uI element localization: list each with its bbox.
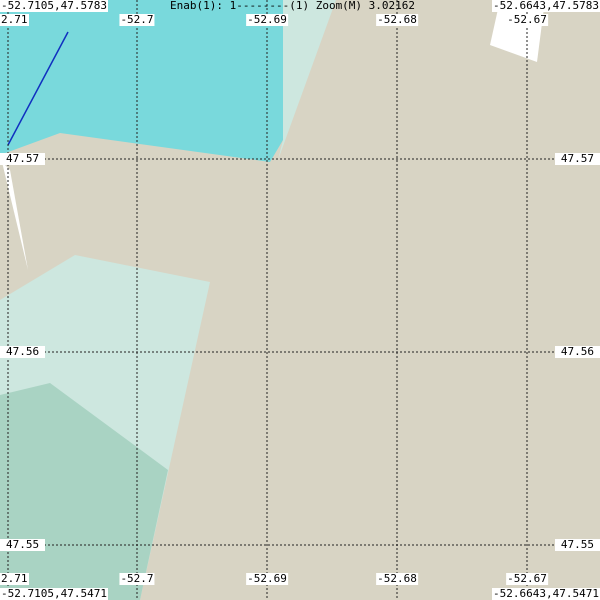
- grid-label: -52.67: [506, 13, 548, 26]
- grid-label: -52.69: [246, 13, 288, 26]
- grid-label: -52.68: [376, 572, 418, 585]
- corner-coord: -52.6643,47.5471: [492, 587, 600, 600]
- park-area: [278, 0, 336, 160]
- grid-label: 2.71: [0, 572, 29, 585]
- grid-label: 2.71: [0, 13, 29, 26]
- empty-area: [2, 162, 28, 270]
- grid-label: 47.57: [0, 153, 46, 165]
- grid-label: -52.69: [246, 572, 288, 585]
- stream: [7, 31, 69, 146]
- corner-coord: -52.7105,47.5471: [0, 587, 108, 600]
- water-area: [0, 0, 285, 162]
- corner-coord: -52.6643,47.5783: [492, 0, 600, 12]
- grid-label: -52.67: [506, 572, 548, 585]
- grid-label: 47.57: [554, 153, 600, 165]
- grid-label: 47.55: [0, 539, 46, 551]
- grid-label: 47.56: [554, 346, 600, 358]
- status-text: Enab(1): 1--------(1) Zoom(M) 3.02162: [170, 0, 416, 12]
- grid-label: 47.56: [0, 346, 46, 358]
- grid-label: -52.68: [376, 13, 418, 26]
- grid-label: 47.55: [554, 539, 600, 551]
- corner-coord: -52.7105,47.5783: [0, 0, 108, 12]
- grid-label: -52.7: [119, 572, 155, 585]
- grid-label: -52.7: [119, 13, 155, 26]
